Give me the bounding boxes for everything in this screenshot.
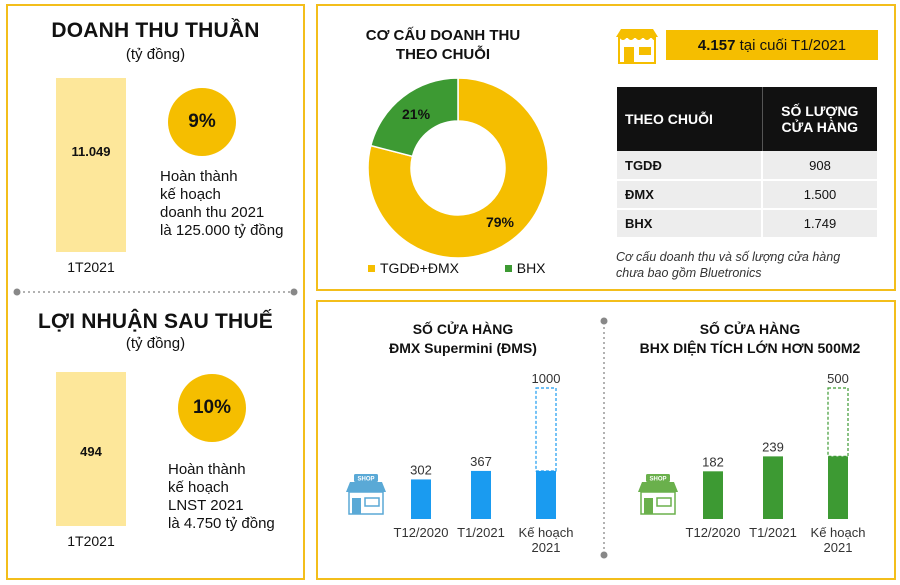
table-row: ĐMX 1.500 — [617, 180, 877, 210]
footnote-line: chưa bao gồm Bluetronics — [616, 266, 762, 280]
note-line: doanh thu 2021 — [160, 204, 265, 221]
profit-completion-badge: 10% — [178, 374, 246, 442]
svg-text:SHOP: SHOP — [649, 477, 666, 483]
category-tick-label: T12/2020 — [686, 525, 741, 540]
header-count-line: SỐ LƯỢNG — [781, 103, 859, 119]
bar-value-label: 500 — [827, 371, 849, 386]
chart-divider — [600, 317, 608, 559]
category-tick-label: Kế hoạch — [519, 525, 574, 540]
bar-value-label: 367 — [470, 454, 492, 469]
donut-slice-label: 79% — [486, 214, 515, 230]
profit-title: LỢI NHUẬN SAU THUẾ — [37, 310, 273, 333]
plan-target-bar — [535, 387, 557, 472]
chart-title-line: ĐMX Supermini (ĐMS) — [389, 340, 537, 356]
donut-slice-label: 21% — [402, 106, 431, 122]
bar — [828, 456, 848, 519]
note-line: Hoàn thành — [160, 168, 238, 185]
shop-icon: SHOP — [638, 474, 678, 515]
revenue-period: 1T2021 — [67, 259, 115, 275]
profit-period: 1T2021 — [67, 533, 115, 549]
note-line: LNST 2021 — [168, 497, 244, 514]
bar — [471, 470, 491, 519]
chart-title-line: SỐ CỬA HÀNG — [412, 321, 514, 337]
category-tick-label: T12/2020 — [394, 525, 449, 540]
store-count-table: THEO CHUỖI SỐ LƯỢNG CỬA HÀNG TGDĐ 908 ĐM… — [617, 87, 877, 239]
bar — [763, 456, 783, 519]
category-tick-label: 2021 — [824, 540, 853, 555]
revenue-title: DOANH THU THUẦN — [51, 19, 260, 42]
chain-name: ĐMX — [617, 180, 762, 210]
shop-icon: SHOP — [346, 474, 386, 515]
donut-slice — [369, 77, 459, 158]
profit-bar: 494 — [56, 372, 126, 526]
legend-label: TGDĐ+ĐMX — [380, 260, 459, 276]
category-tick-label: T1/2021 — [457, 525, 505, 540]
store-total-suffix: tại cuối T1/2021 — [739, 36, 847, 54]
header-chain: THEO CHUỖI — [617, 87, 762, 151]
note-line: kế hoạch — [160, 186, 221, 203]
revenue-bar: 11.049 — [56, 78, 126, 252]
bar-value-label: 1000 — [532, 371, 561, 386]
header-count-line: CỬA HÀNG — [781, 119, 858, 135]
header-count: SỐ LƯỢNG CỬA HÀNG — [761, 87, 877, 151]
store-total-value: 4.157 — [697, 36, 736, 54]
category-tick-label: Kế hoạch — [811, 525, 866, 540]
chart-title-line: BHX DIỆN TÍCH LỚN HƠN 500M2 — [639, 340, 861, 356]
revenue-completion-badge: 9% — [168, 88, 236, 156]
svg-text:SHOP: SHOP — [357, 477, 374, 483]
store-icon — [616, 29, 658, 64]
revenue-structure-panel: CƠ CẤU DOANH THU THEO CHUỖI 79% 21% TGDĐ+… — [316, 4, 896, 291]
bar-value-label: 302 — [410, 462, 432, 477]
donut-legend: TGDĐ+ĐMX BHX — [368, 260, 568, 276]
legend-swatch — [504, 265, 512, 272]
profit-note: Hoàn thành kế hoạch LNST 2021 là 4.750 t… — [168, 461, 303, 533]
profit-value: 494 — [80, 444, 102, 459]
table-footnote: Cơ cấu doanh thu và số lượng cửa hàng ch… — [616, 249, 891, 281]
donut-title: CƠ CẤU DOANH THU THEO CHUỖI — [338, 26, 548, 64]
footnote-line: Cơ cấu doanh thu và số lượng cửa hàng — [616, 250, 841, 264]
table-header-row: THEO CHUỖI SỐ LƯỢNG CỬA HÀNG — [617, 87, 877, 151]
donut-title-line: CƠ CẤU DOANH THU — [365, 27, 521, 44]
revenue-note: Hoàn thành kế hoạch doanh thu 2021 là 12… — [160, 168, 300, 240]
chain-name: BHX — [617, 209, 762, 239]
store-growth-panel: SỐ CỬA HÀNG ĐMX Supermini (ĐMS) SHOP 302 T… — [316, 300, 896, 580]
note-line: là 125.000 tỷ đồng — [160, 222, 284, 239]
kpi-panel: DOANH THU THUẦN (tỷ đồng) 11.049 1T2021 … — [6, 4, 305, 580]
plan-target-bar — [827, 387, 849, 457]
donut-slice — [367, 77, 549, 259]
donut-title-line: THEO CHUỖI — [395, 46, 491, 63]
table-row: BHX 1.749 — [617, 209, 877, 239]
note-line: là 4.750 tỷ đồng — [168, 515, 275, 532]
bar-value-label: 239 — [762, 439, 784, 454]
bar-value-label: 182 — [702, 454, 724, 469]
category-tick-label: T1/2021 — [749, 525, 797, 540]
store-count: 1.749 — [761, 209, 877, 239]
store-count: 908 — [761, 151, 877, 181]
store-total-badge: 4.157 tại cuối T1/2021 — [666, 30, 878, 60]
legend-swatch — [368, 265, 375, 272]
table-row: TGDĐ 908 — [617, 151, 877, 181]
section-divider — [13, 288, 298, 296]
note-line: kế hoạch — [168, 479, 229, 496]
chain-name: TGDĐ — [617, 151, 762, 181]
store-count: 1.500 — [761, 180, 877, 210]
profit-unit: (tỷ đồng) — [125, 335, 186, 352]
dms-store-bar-chart: SHOP 302 T12/2020 367 T1/2021 1000 Kế hoạch202… — [346, 371, 574, 555]
revenue-unit: (tỷ đồng) — [125, 46, 186, 63]
revenue-value: 11.049 — [71, 144, 111, 159]
note-line: Hoàn thành — [168, 461, 246, 478]
bar — [703, 471, 723, 519]
category-tick-label: 2021 — [532, 540, 561, 555]
bhx-chart-title: SỐ CỬA HÀNG BHX DIỆN TÍCH LỚN HƠN 500M2 — [610, 320, 890, 358]
chart-title-line: SỐ CỬA HÀNG — [699, 321, 801, 337]
dms-chart-title: SỐ CỬA HÀNG ĐMX Supermini (ĐMS) — [338, 320, 588, 358]
bar — [411, 479, 431, 519]
legend-label: BHX — [516, 260, 546, 276]
bar — [536, 470, 556, 519]
revenue-donut-chart: 79% 21% — [367, 77, 549, 259]
